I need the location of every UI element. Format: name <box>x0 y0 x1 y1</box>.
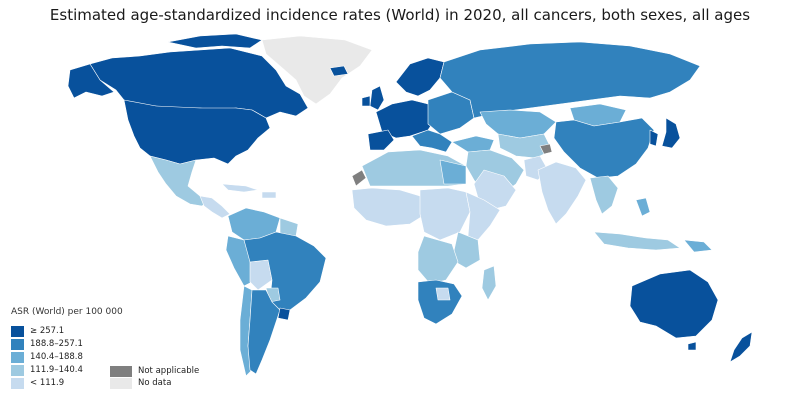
legend-swatch <box>110 377 132 389</box>
region-alaska <box>67 63 115 99</box>
legend-item: ≥ 257.1 <box>11 325 83 337</box>
region-argentina <box>247 289 281 375</box>
region-madagascar <box>481 265 497 301</box>
region-new-zealand <box>729 331 753 363</box>
region-russia <box>439 41 701 119</box>
region-uruguay <box>277 307 291 321</box>
region-brazil <box>243 231 327 317</box>
region-italy-balkans <box>411 129 453 153</box>
region-iceland <box>329 65 349 77</box>
legend-swatch <box>11 325 24 337</box>
legend-extra: Not applicable No data <box>110 365 199 389</box>
region-japan <box>661 117 681 149</box>
region-not-applicable-kashmir <box>539 143 553 155</box>
region-greenland <box>261 35 373 105</box>
legend-item: < 111.9 <box>11 377 83 389</box>
region-botswana <box>435 287 451 301</box>
region-korea <box>649 129 659 147</box>
region-usa <box>123 99 271 165</box>
region-turkey <box>451 135 495 153</box>
legend-label: Not applicable <box>138 366 200 376</box>
legend-swatch <box>110 365 132 377</box>
legend-swatch <box>11 364 24 376</box>
legend-swatch <box>11 351 24 363</box>
region-china <box>553 117 655 179</box>
legend-label: < 111.9 <box>30 378 65 388</box>
region-se-asia <box>589 175 619 215</box>
region-southern-africa <box>417 279 463 325</box>
region-central-africa <box>419 187 471 241</box>
legend-label: 111.9–140.4 <box>30 365 83 375</box>
legend-item: Not applicable <box>110 365 199 377</box>
region-scandinavia <box>395 57 445 97</box>
region-tasmania <box>687 341 697 351</box>
region-indonesia <box>593 231 681 251</box>
region-east-africa <box>465 191 501 241</box>
region-central-america <box>199 195 231 219</box>
map-title: Estimated age-standardized incidence rat… <box>49 6 751 24</box>
region-not-applicable-wsahara <box>351 169 367 187</box>
region-iberia <box>367 129 395 151</box>
legend: ≥ 257.1 188.8–257.1 140.4–188.8 111.9–14… <box>11 325 83 390</box>
legend-label: ≥ 257.1 <box>30 326 65 336</box>
region-uk <box>369 85 385 111</box>
legend-swatch <box>11 338 24 350</box>
legend-label: No data <box>138 378 172 388</box>
legend-label: 188.8–257.1 <box>30 339 83 349</box>
region-philippines <box>635 197 651 217</box>
legend-item: 140.4–188.8 <box>11 351 83 363</box>
region-west-africa <box>351 187 427 227</box>
legend-item: 111.9–140.4 <box>11 364 83 376</box>
region-hispaniola <box>261 191 277 199</box>
legend-label: 140.4–188.8 <box>30 352 83 362</box>
region-india <box>537 161 587 225</box>
legend-title: ASR (World) per 100 000 <box>11 307 123 317</box>
region-kazakhstan <box>479 109 557 139</box>
region-png <box>683 239 713 253</box>
region-ireland <box>361 95 371 107</box>
region-arctic-islands <box>167 33 263 49</box>
region-cuba <box>221 183 259 193</box>
region-southern-central-africa <box>417 235 459 285</box>
region-egypt <box>439 159 467 185</box>
region-australia <box>629 269 719 339</box>
legend-item: 188.8–257.1 <box>11 338 83 350</box>
legend-item: No data <box>110 377 199 389</box>
legend-swatch <box>11 377 24 389</box>
